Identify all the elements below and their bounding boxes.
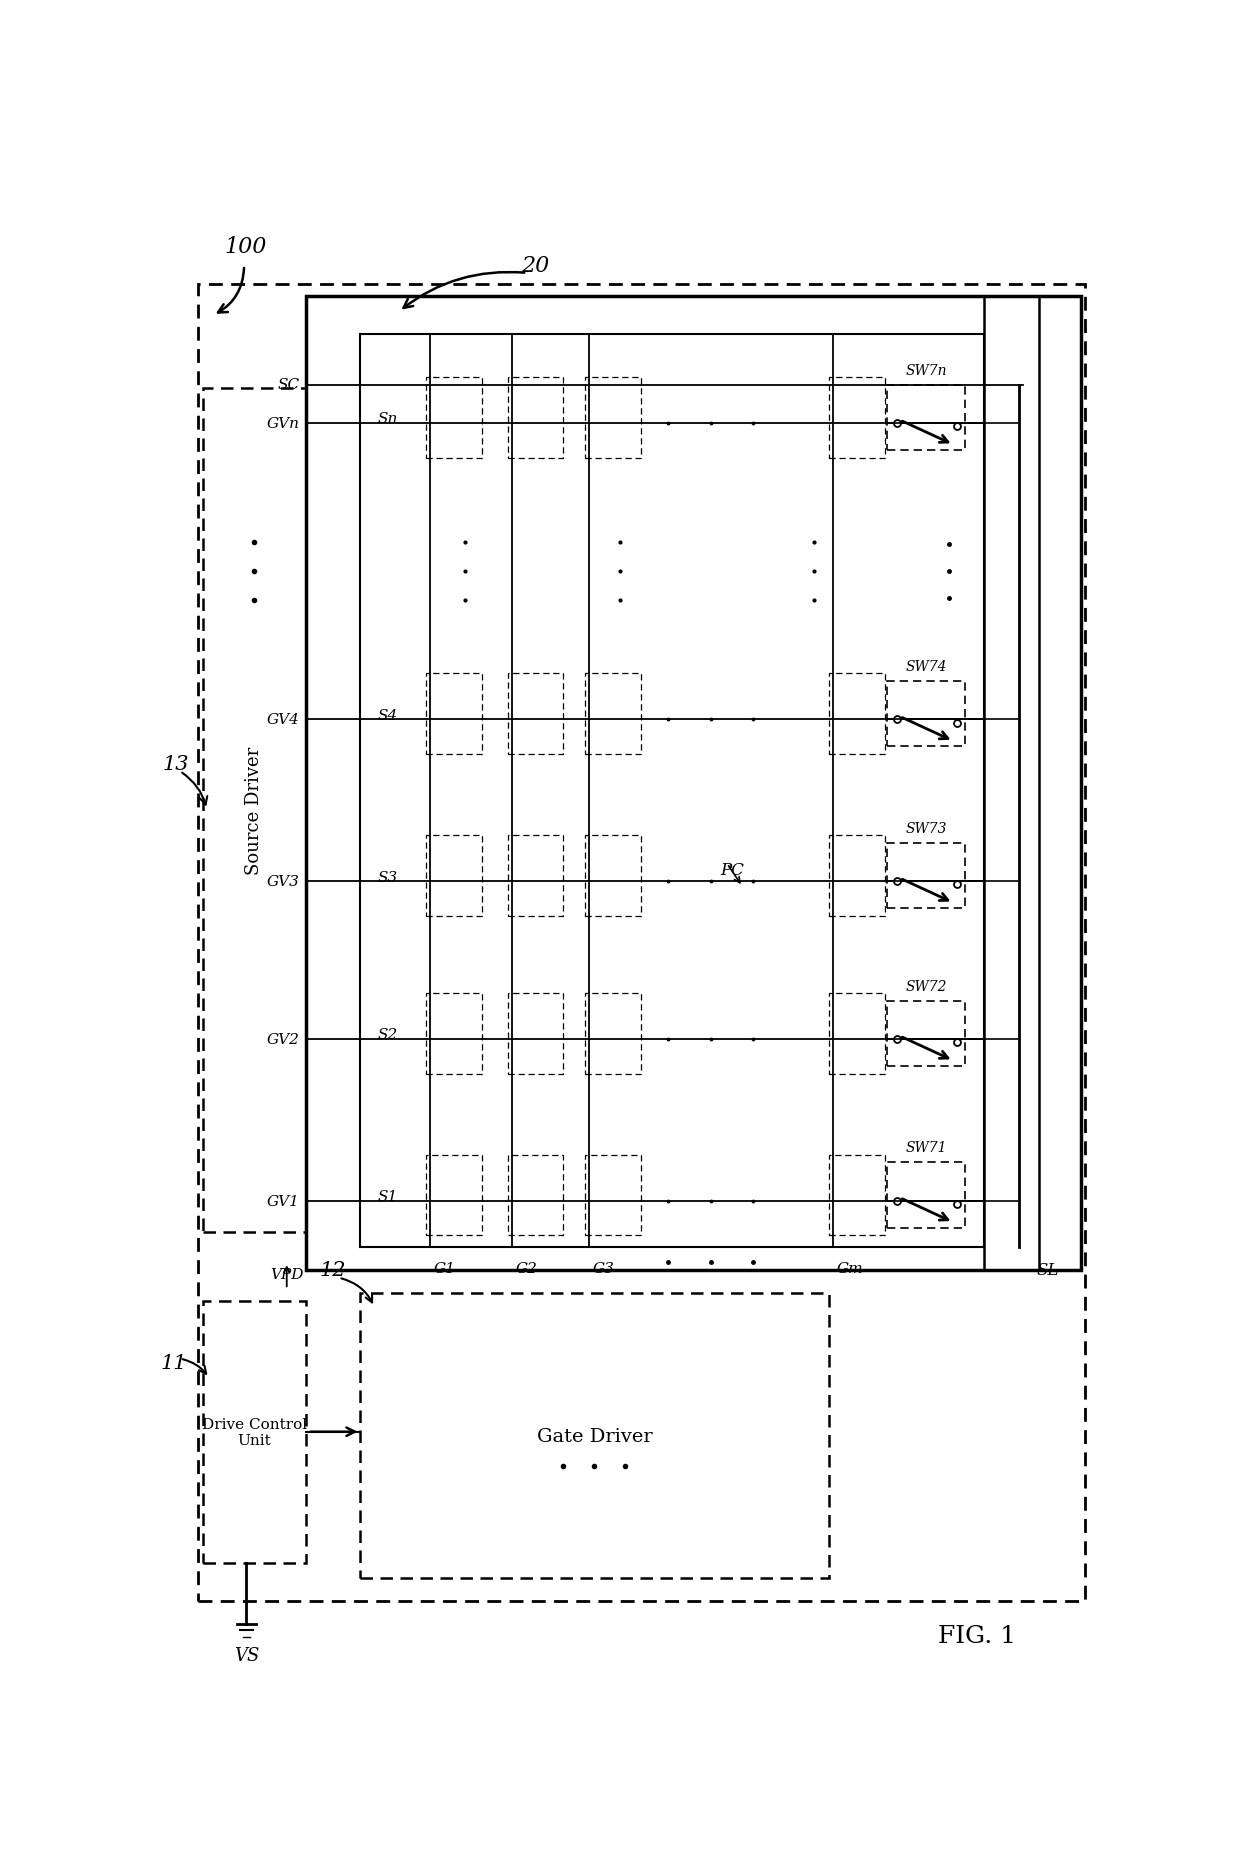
Text: 13: 13 xyxy=(162,755,190,774)
Text: S3: S3 xyxy=(377,870,398,884)
Bar xyxy=(888,1163,965,1228)
Bar xyxy=(427,675,482,755)
Text: G3: G3 xyxy=(593,1262,615,1275)
Text: SW74: SW74 xyxy=(905,660,947,675)
Bar xyxy=(427,835,482,917)
Bar xyxy=(585,675,641,755)
Text: SW7n: SW7n xyxy=(905,363,947,378)
Text: GV3: GV3 xyxy=(267,874,300,889)
Bar xyxy=(830,378,885,459)
Text: Drive Control
Unit: Drive Control Unit xyxy=(202,1417,306,1446)
Bar xyxy=(830,835,885,917)
Text: S1: S1 xyxy=(377,1189,398,1204)
Bar xyxy=(361,1294,830,1579)
Bar xyxy=(888,682,965,747)
Text: Gm: Gm xyxy=(837,1262,863,1275)
Text: 100: 100 xyxy=(224,235,267,257)
Bar xyxy=(427,1156,482,1236)
Text: S2: S2 xyxy=(377,1027,398,1042)
Bar xyxy=(361,336,985,1247)
Text: Gate Driver: Gate Driver xyxy=(537,1426,652,1445)
Text: S4: S4 xyxy=(377,708,398,723)
Text: 20: 20 xyxy=(521,255,549,278)
Text: SW73: SW73 xyxy=(905,822,947,835)
Bar xyxy=(507,675,563,755)
Bar xyxy=(203,390,306,1232)
Text: SC: SC xyxy=(278,378,300,391)
Bar xyxy=(985,296,1039,1271)
Text: GVn: GVn xyxy=(267,418,300,431)
Text: PC: PC xyxy=(720,861,745,878)
Bar xyxy=(507,994,563,1074)
Text: Source Driver: Source Driver xyxy=(246,746,263,874)
Text: VS: VS xyxy=(234,1646,259,1665)
Bar xyxy=(585,994,641,1074)
Bar xyxy=(203,1301,306,1562)
Text: 11: 11 xyxy=(160,1353,187,1372)
Text: G1: G1 xyxy=(434,1262,456,1275)
Text: GV4: GV4 xyxy=(267,714,300,727)
Bar xyxy=(888,386,965,451)
Text: FIG. 1: FIG. 1 xyxy=(937,1624,1016,1648)
Bar xyxy=(306,296,1081,1271)
Text: SW72: SW72 xyxy=(905,979,947,994)
Bar xyxy=(585,1156,641,1236)
Bar xyxy=(507,378,563,459)
Bar xyxy=(888,843,965,908)
Text: Sn: Sn xyxy=(377,412,398,427)
Bar xyxy=(888,1001,965,1066)
Text: 12: 12 xyxy=(320,1260,346,1281)
Text: GV1: GV1 xyxy=(267,1195,300,1208)
Bar xyxy=(427,994,482,1074)
Text: G2: G2 xyxy=(516,1262,537,1275)
Text: SW71: SW71 xyxy=(905,1141,947,1156)
Bar xyxy=(427,378,482,459)
Text: SL: SL xyxy=(1037,1262,1059,1279)
Text: GV2: GV2 xyxy=(267,1033,300,1046)
Text: VPD: VPD xyxy=(270,1268,304,1281)
Bar xyxy=(507,835,563,917)
Bar xyxy=(585,835,641,917)
Bar xyxy=(507,1156,563,1236)
Bar xyxy=(585,378,641,459)
Bar xyxy=(830,1156,885,1236)
Bar xyxy=(830,994,885,1074)
Bar xyxy=(830,675,885,755)
